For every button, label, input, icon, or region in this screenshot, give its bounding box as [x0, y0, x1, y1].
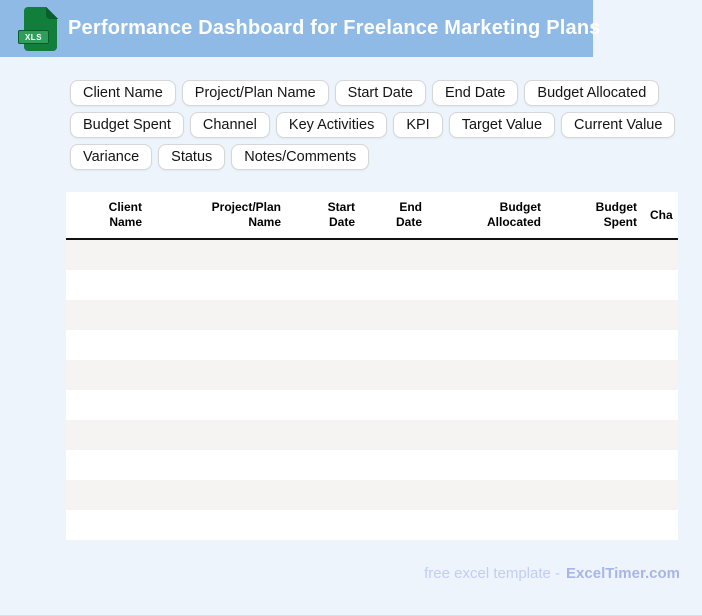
column-header-channel-truncated: Cha	[647, 192, 678, 238]
table-row	[66, 510, 678, 540]
xls-file-icon: XLS	[18, 7, 58, 51]
xls-badge-label: XLS	[24, 32, 43, 42]
chips-toolbar: Client Name Project/Plan Name Start Date…	[70, 80, 676, 176]
chip-budget-spent[interactable]: Budget Spent	[70, 112, 184, 138]
footer-watermark: free excel template - ExcelTimer.com	[424, 565, 680, 582]
column-header-line: Date	[395, 215, 422, 229]
chip-key-activities[interactable]: Key Activities	[275, 112, 388, 138]
data-table: Client Name Project/Plan Name Start Date…	[66, 192, 678, 540]
column-header-budget-allocated: Budget Allocated	[432, 192, 551, 238]
column-header-line: Project/Plan	[211, 200, 281, 214]
chip-start-date[interactable]: Start Date	[334, 80, 426, 106]
column-header-project-plan-name: Project/Plan Name	[152, 192, 291, 238]
xls-badge: XLS	[18, 30, 49, 44]
chip-target-value[interactable]: Target Value	[448, 112, 556, 138]
chip-project-plan-name[interactable]: Project/Plan Name	[181, 80, 329, 106]
column-header-line: Cha	[650, 207, 673, 222]
column-header-line: Date	[328, 215, 355, 229]
chip-kpi[interactable]: KPI	[393, 112, 443, 138]
table-row	[66, 420, 678, 450]
chip-notes-comments[interactable]: Notes/Comments	[231, 144, 370, 170]
column-header-line: Allocated	[486, 215, 541, 229]
column-header-line: Spent	[603, 215, 637, 229]
table-row	[66, 300, 678, 330]
column-header-line: Client	[108, 200, 142, 214]
page-title: Performance Dashboard for Freelance Mark…	[68, 17, 601, 39]
table-row	[66, 330, 678, 360]
column-header-line: End	[399, 200, 422, 214]
footer-brand-link[interactable]: ExcelTimer.com	[566, 565, 680, 582]
column-header-start-date: Start Date	[291, 192, 365, 238]
column-header-end-date: End Date	[365, 192, 432, 238]
chip-variance[interactable]: Variance	[70, 144, 153, 170]
column-header-budget-spent: Budget Spent	[551, 192, 647, 238]
table-body	[66, 240, 678, 540]
chip-row-2: Budget Spent Channel Key Activities KPI …	[70, 112, 676, 138]
table-row	[66, 360, 678, 390]
column-header-line: Budget	[595, 200, 637, 214]
table-row	[66, 270, 678, 300]
table-header-row: Client Name Project/Plan Name Start Date…	[66, 192, 678, 240]
footer-note: free excel template -	[424, 565, 561, 582]
column-header-client-name: Client Name	[66, 192, 152, 238]
file-fold-corner	[46, 7, 58, 19]
chip-row-1: Client Name Project/Plan Name Start Date…	[70, 80, 675, 106]
table-row	[66, 480, 678, 510]
table-row	[66, 450, 678, 480]
column-header-line: Start	[327, 200, 355, 214]
table-row	[66, 240, 678, 270]
chip-client-name[interactable]: Client Name	[70, 80, 176, 106]
chip-channel[interactable]: Channel	[189, 112, 270, 138]
chip-end-date[interactable]: End Date	[431, 80, 519, 106]
column-header-line: Budget	[499, 200, 541, 214]
chip-budget-allocated[interactable]: Budget Allocated	[524, 80, 660, 106]
column-header-line: Name	[248, 215, 281, 229]
table-row	[66, 390, 678, 420]
chip-row-3: Variance Status Notes/Comments	[70, 144, 675, 170]
column-header-line: Name	[109, 215, 142, 229]
header-bar: XLS Performance Dashboard for Freelance …	[0, 0, 600, 57]
chip-current-value[interactable]: Current Value	[561, 112, 676, 138]
chip-status[interactable]: Status	[158, 144, 226, 170]
